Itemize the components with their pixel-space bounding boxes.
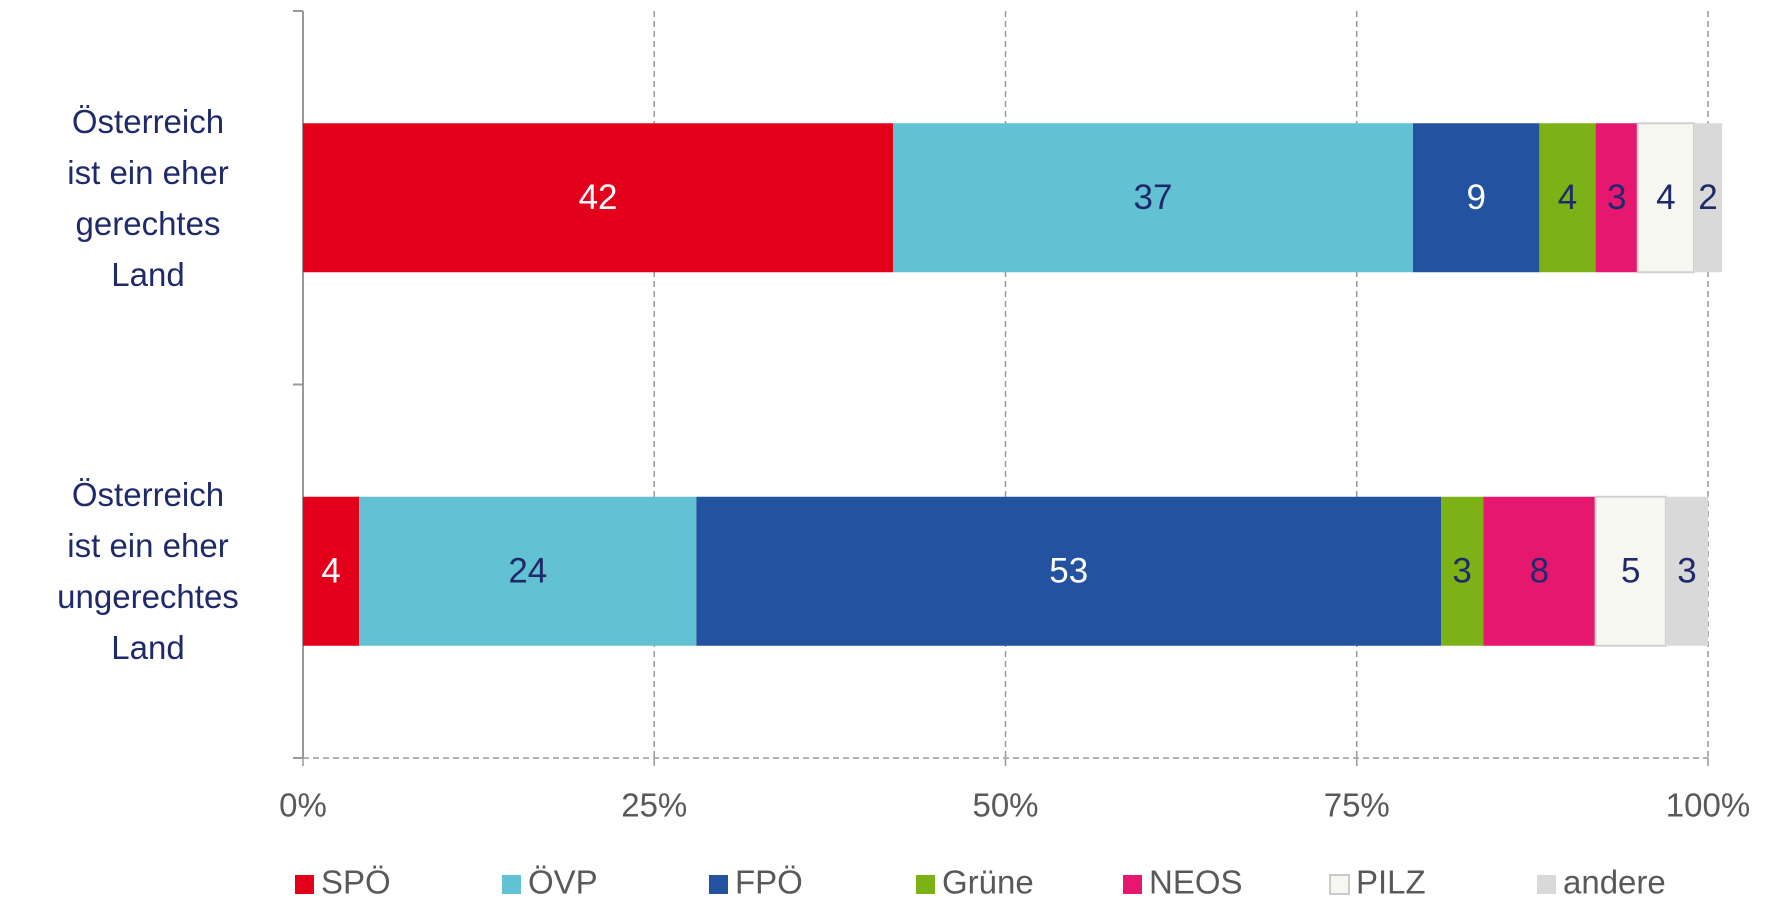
value-label: 4 <box>321 552 340 591</box>
x-tick-label: 100% <box>1666 787 1750 824</box>
value-label: 5 <box>1621 552 1640 591</box>
legend-label: Grüne <box>942 864 1034 898</box>
value-label: 3 <box>1607 178 1626 217</box>
value-label: 4 <box>1558 178 1577 217</box>
value-label: 2 <box>1698 178 1717 217</box>
legend-label: NEOS <box>1149 864 1243 898</box>
x-tick-label: 50% <box>972 787 1038 824</box>
category-label: Österreich ist ein eher ungerechtes Land <box>57 476 239 667</box>
value-label: 3 <box>1452 552 1471 591</box>
value-label: 8 <box>1530 552 1549 591</box>
bar-segment <box>1693 123 1723 273</box>
category-label: Österreich ist ein eher gerechtes Land <box>67 102 229 293</box>
bar-segment <box>1441 496 1484 646</box>
bar-segment <box>1539 123 1596 273</box>
bar-segment <box>1665 496 1708 646</box>
legend-swatch <box>709 875 728 894</box>
x-tick-label: 0% <box>279 787 327 824</box>
legend-swatch <box>502 875 521 894</box>
value-label: 3 <box>1677 552 1696 591</box>
bar-segment <box>1594 495 1667 647</box>
legend-label: SPÖ <box>321 864 391 898</box>
bar-segment <box>1412 123 1540 273</box>
legend-swatch <box>1329 874 1350 895</box>
legend-label: FPÖ <box>735 864 803 898</box>
value-label: 42 <box>579 178 618 217</box>
bar-segment <box>1483 496 1596 646</box>
value-label: 53 <box>1049 552 1088 591</box>
legend-swatch <box>1123 875 1142 894</box>
value-label: 24 <box>508 552 547 591</box>
bar-segment <box>303 496 360 646</box>
value-label: 37 <box>1134 178 1173 217</box>
bar-segment <box>696 496 1442 646</box>
x-tick-label: 25% <box>621 787 687 824</box>
legend-label: andere <box>1563 864 1666 898</box>
x-tick-label: 75% <box>1324 787 1390 824</box>
value-label: 4 <box>1656 178 1675 217</box>
legend-swatch <box>1537 875 1556 894</box>
bar-segment <box>303 123 894 273</box>
legend-swatch <box>916 875 935 894</box>
bar-segment <box>1595 123 1638 273</box>
bar-segment <box>359 496 697 646</box>
value-label: 9 <box>1466 178 1485 217</box>
bar-segment <box>893 123 1413 273</box>
legend-swatch <box>295 875 314 894</box>
legend-label: ÖVP <box>528 864 598 898</box>
legend-label: PILZ <box>1356 864 1426 898</box>
